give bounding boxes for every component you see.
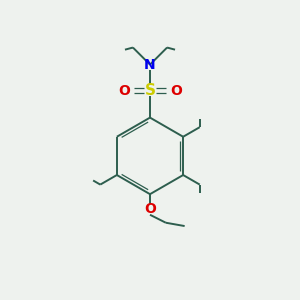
- Text: N: N: [144, 58, 156, 72]
- Text: O: O: [170, 83, 182, 98]
- Text: S: S: [145, 83, 155, 98]
- Text: O: O: [144, 202, 156, 217]
- Text: O: O: [118, 83, 130, 98]
